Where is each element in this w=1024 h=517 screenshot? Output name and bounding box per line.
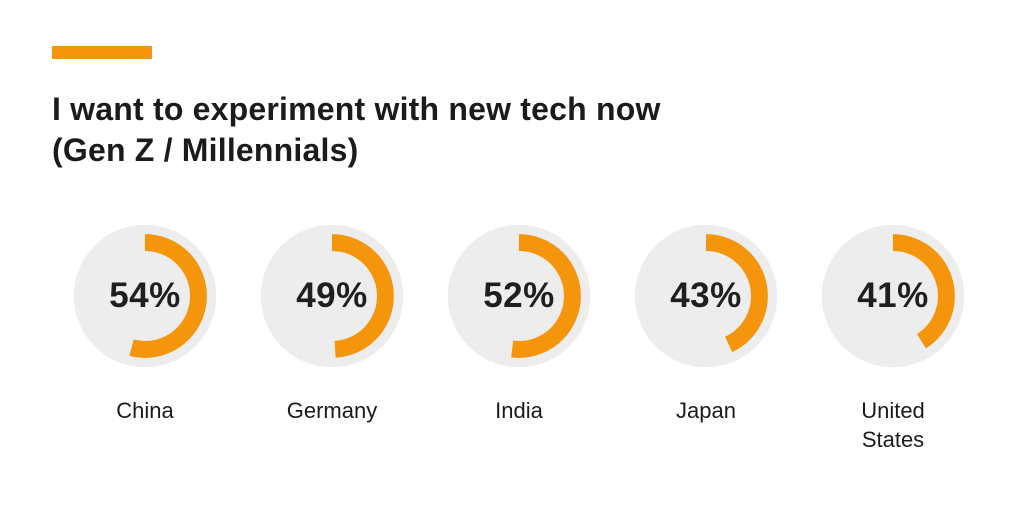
donut-ring: 41% [818,221,968,371]
title-line-2: (Gen Z / Millennials) [52,131,359,168]
donut-ring-svg [73,224,217,368]
donut-label: United States [861,397,925,452]
donut-ring: 43% [631,221,781,371]
donut-ring-svg [447,224,591,368]
page-title: I want to experiment with new tech now (… [52,89,986,171]
donut-value: 43% [670,275,742,315]
donut-chart: 43% Japan [613,221,799,454]
donut-arc [831,234,955,358]
donut-ring: 52% [444,221,594,371]
donut-arc [457,234,581,358]
donut-value: 49% [296,275,368,315]
donut-arc [644,234,768,358]
donut-label: Japan [676,397,736,423]
donut-chart: 49% Germany [239,221,425,454]
donut-value: 41% [857,275,929,315]
donut-label: China [116,397,174,423]
donut-chart: 54% China [52,221,238,454]
donut-arc [270,234,394,358]
donut-ring: 49% [257,221,407,371]
donut-label: Germany [286,397,378,423]
donut-chart-row: 54% China 49% Germany 52% India 43% Japan 41% Uni… [52,221,986,454]
title-line-1: I want to experiment with new tech now [52,91,661,127]
donut-value: 52% [483,275,555,315]
donut-chart: 41% United States [800,221,986,454]
donut-ring-svg [821,224,965,368]
accent-bar [52,46,152,59]
donut-chart: 52% India [426,221,612,454]
donut-ring: 54% [70,221,220,371]
donut-value: 54% [109,275,181,315]
donut-ring-svg [260,224,404,368]
donut-arc [83,234,207,358]
donut-ring-svg [634,224,778,368]
donut-label: India [495,397,543,423]
